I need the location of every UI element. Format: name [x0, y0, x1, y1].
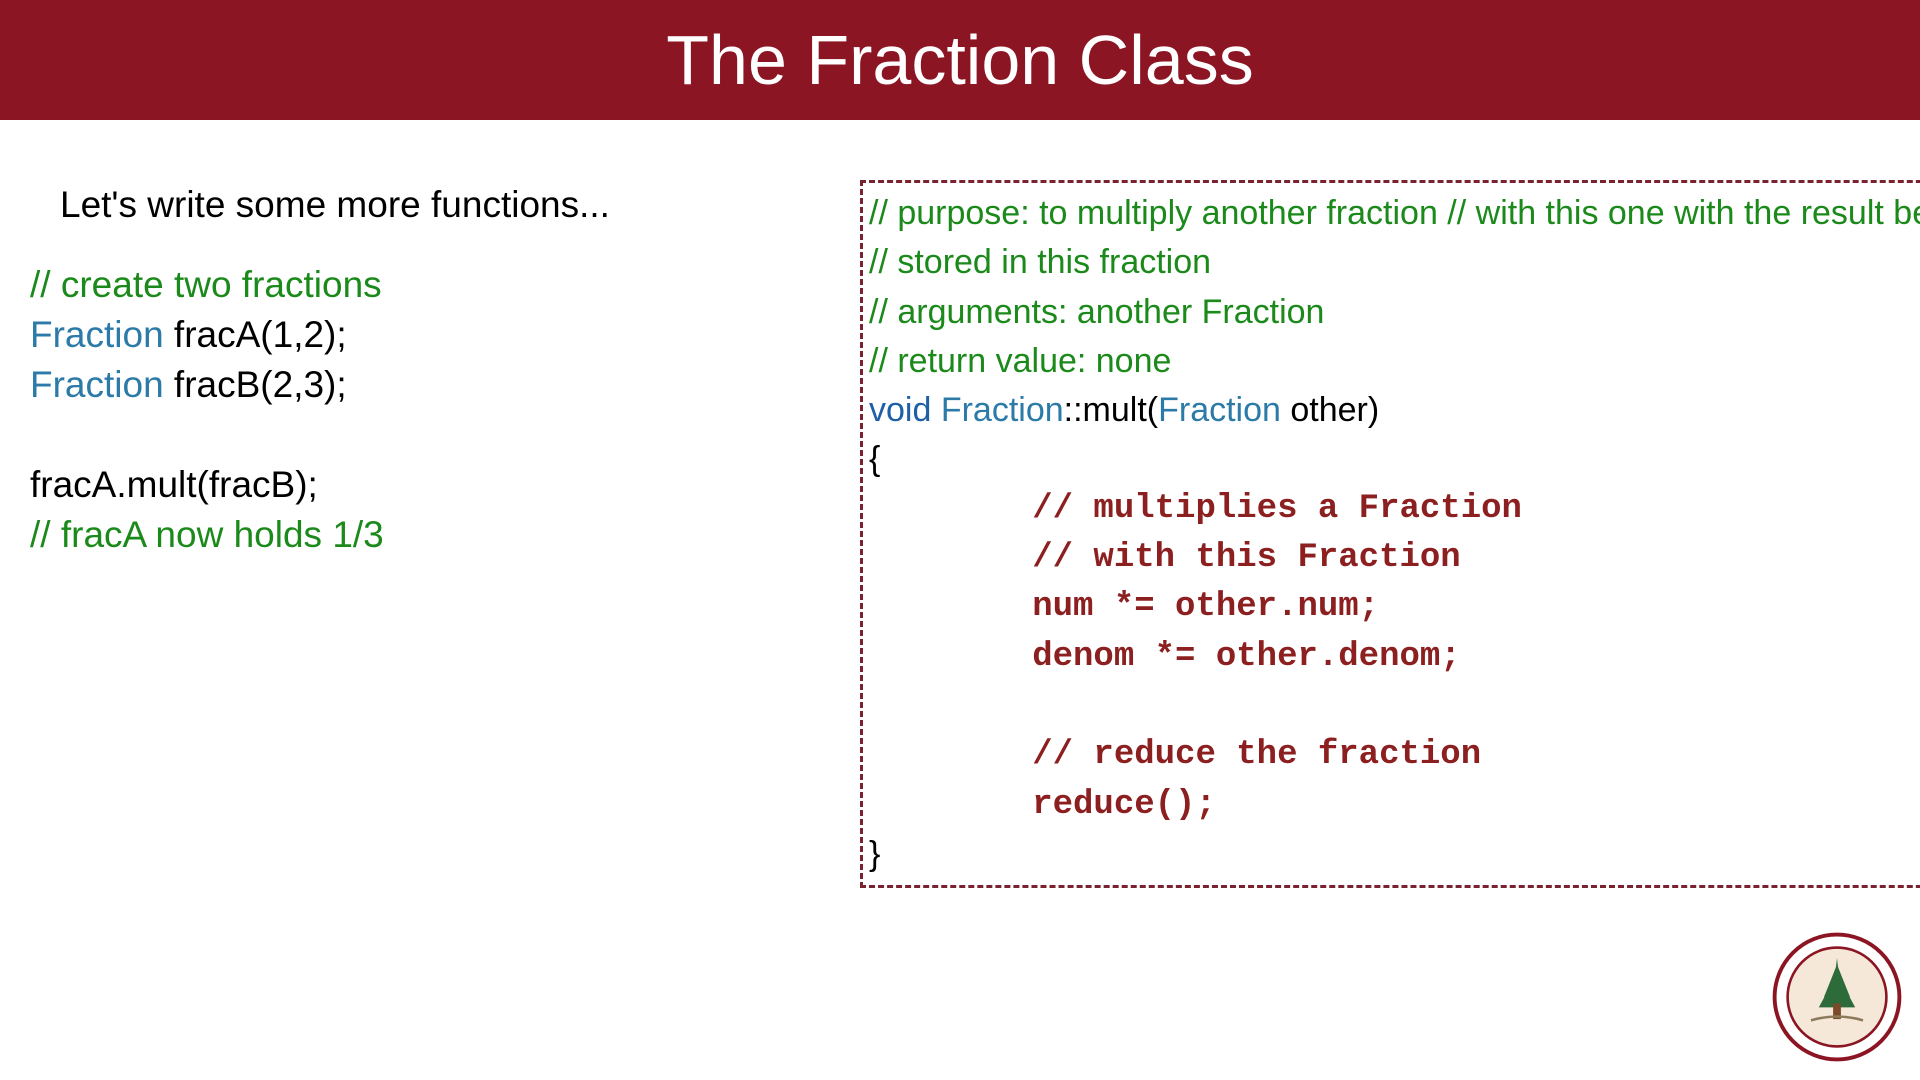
comment-text: // create two fractions — [30, 264, 382, 305]
mono-code: num *= other.num; — [869, 588, 1379, 626]
left-line-1: // create two fractions — [30, 260, 820, 310]
type-name: Fraction — [1158, 391, 1281, 429]
left-line-6: // fracA now holds 1/3 — [30, 510, 820, 560]
space — [931, 391, 940, 429]
box-body-7: reduce(); — [869, 781, 1920, 830]
comment-text: // arguments: another Fraction — [869, 293, 1324, 331]
intro-text: Let's write some more functions... — [30, 180, 820, 230]
type-name: Fraction — [30, 364, 164, 405]
comment-text: // purpose: to multiply another fraction… — [869, 194, 1920, 232]
slide-header: The Fraction Class — [0, 0, 1920, 120]
comment-text: // fracA now holds 1/3 — [30, 514, 384, 555]
code-text: ::mult( — [1064, 391, 1158, 429]
type-name: Fraction — [30, 314, 164, 355]
box-comment-1: // purpose: to multiply another fraction… — [869, 189, 1920, 238]
comment-text: // stored in this fraction — [869, 243, 1211, 281]
mono-code: // reduce the fraction — [869, 736, 1481, 774]
mono-code: reduce(); — [869, 786, 1216, 824]
box-body-1: // multiplies a Fraction — [869, 485, 1920, 534]
type-name: Fraction — [941, 391, 1064, 429]
left-line-5: fracA.mult(fracB); — [30, 460, 820, 510]
box-comment-3: // arguments: another Fraction — [869, 288, 1920, 337]
comment-text: // return value: none — [869, 342, 1171, 380]
code-box: // purpose: to multiply another fraction… — [860, 180, 1920, 888]
code-text: other) — [1281, 391, 1379, 429]
box-body-5 — [869, 682, 1920, 731]
left-line-2: Fraction fracA(1,2); — [30, 310, 820, 360]
box-signature: void Fraction::mult(Fraction other) — [869, 386, 1920, 435]
code-text: fracA.mult(fracB); — [30, 464, 318, 505]
box-brace-close: } — [869, 830, 1920, 879]
mono-code: denom *= other.denom; — [869, 638, 1461, 676]
left-column: Let's write some more functions... // cr… — [30, 180, 820, 888]
right-column: // purpose: to multiply another fraction… — [860, 180, 1920, 888]
left-line-3: Fraction fracB(2,3); — [30, 360, 820, 410]
mono-code: // with this Fraction — [869, 539, 1461, 577]
box-brace-open: { — [869, 435, 1920, 484]
box-body-6: // reduce the fraction — [869, 731, 1920, 780]
box-comment-2: // stored in this fraction — [869, 238, 1920, 287]
brace: } — [869, 835, 880, 873]
slide-content: Let's write some more functions... // cr… — [0, 120, 1920, 888]
brace: { — [869, 440, 880, 478]
box-body-2: // with this Fraction — [869, 534, 1920, 583]
box-body-4: denom *= other.denom; — [869, 633, 1920, 682]
box-body-3: num *= other.num; — [869, 583, 1920, 632]
code-text: fracB(2,3); — [164, 364, 347, 405]
slide-title: The Fraction Class — [666, 20, 1253, 100]
code-text: fracA(1,2); — [164, 314, 347, 355]
keyword: void — [869, 391, 931, 429]
stanford-seal-icon — [1772, 932, 1902, 1062]
mono-code: // multiplies a Fraction — [869, 490, 1522, 528]
left-line-blank — [30, 410, 820, 460]
box-comment-4: // return value: none — [869, 337, 1920, 386]
